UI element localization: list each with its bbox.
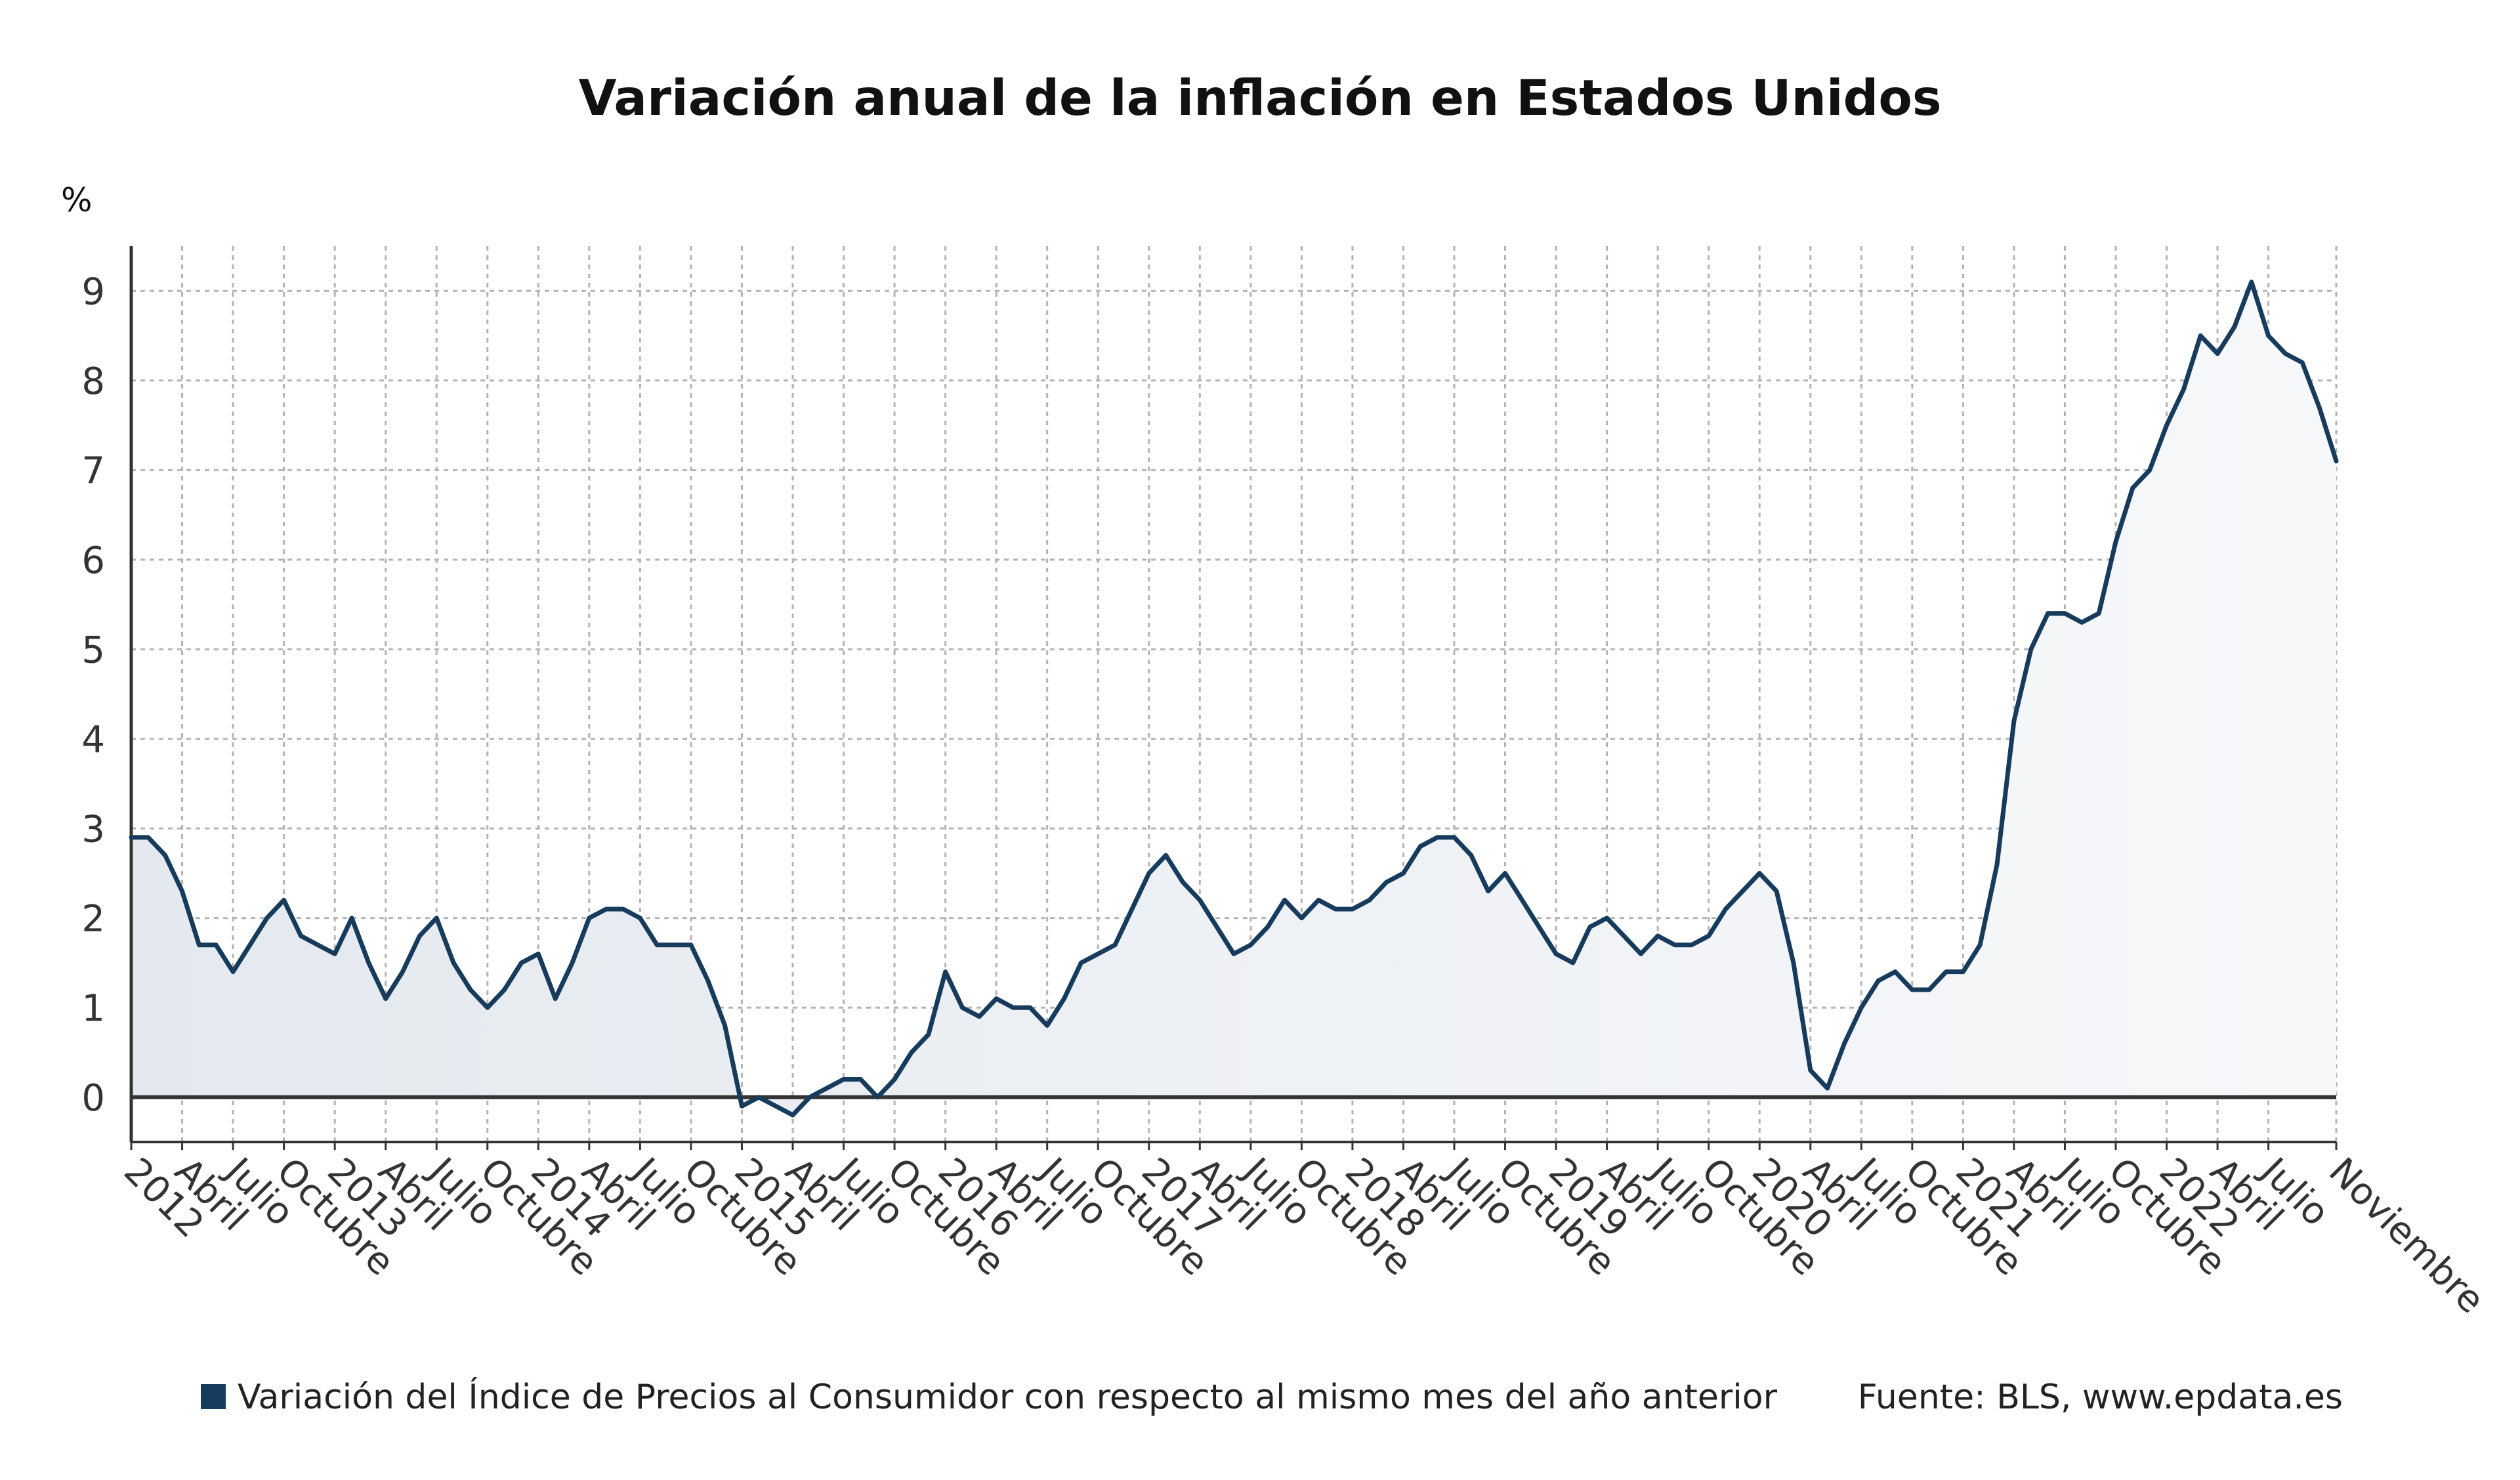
- y-tick-label: 6: [81, 539, 105, 582]
- x-tick-label: Noviembre: [2320, 1150, 2492, 1322]
- y-tick-label: 4: [81, 719, 105, 761]
- y-tick-label: 0: [81, 1077, 105, 1120]
- y-tick-label: 2: [81, 898, 105, 941]
- x-tick-labels: 2012AbrilJulioOctubre2013AbrilJulioOctub…: [116, 1149, 2492, 1322]
- y-tick-label: 1: [81, 987, 105, 1030]
- legend-swatch: [201, 1384, 226, 1409]
- source-note: Fuente: BLS, www.epdata.es: [1858, 1378, 2343, 1417]
- legend-label: Variación del Índice de Precios al Consu…: [238, 1377, 1778, 1417]
- y-tick-labels: 0 1 2 3 4 5 6 7 8 9: [81, 270, 105, 1120]
- y-tick-label: 3: [81, 808, 105, 851]
- axes: [129, 246, 2338, 1150]
- legend: Variación del Índice de Precios al Consu…: [201, 1377, 1778, 1417]
- area-fill: [131, 282, 2336, 1116]
- series-line: [129, 280, 2339, 1118]
- y-tick-label: 5: [81, 629, 105, 671]
- y-unit-label: %: [61, 181, 93, 219]
- chart-title: Variación anual de la inflación en Estad…: [578, 69, 1941, 127]
- y-tick-label: 9: [81, 270, 105, 313]
- y-tick-label: 7: [81, 450, 105, 492]
- y-tick-label: 8: [81, 360, 105, 403]
